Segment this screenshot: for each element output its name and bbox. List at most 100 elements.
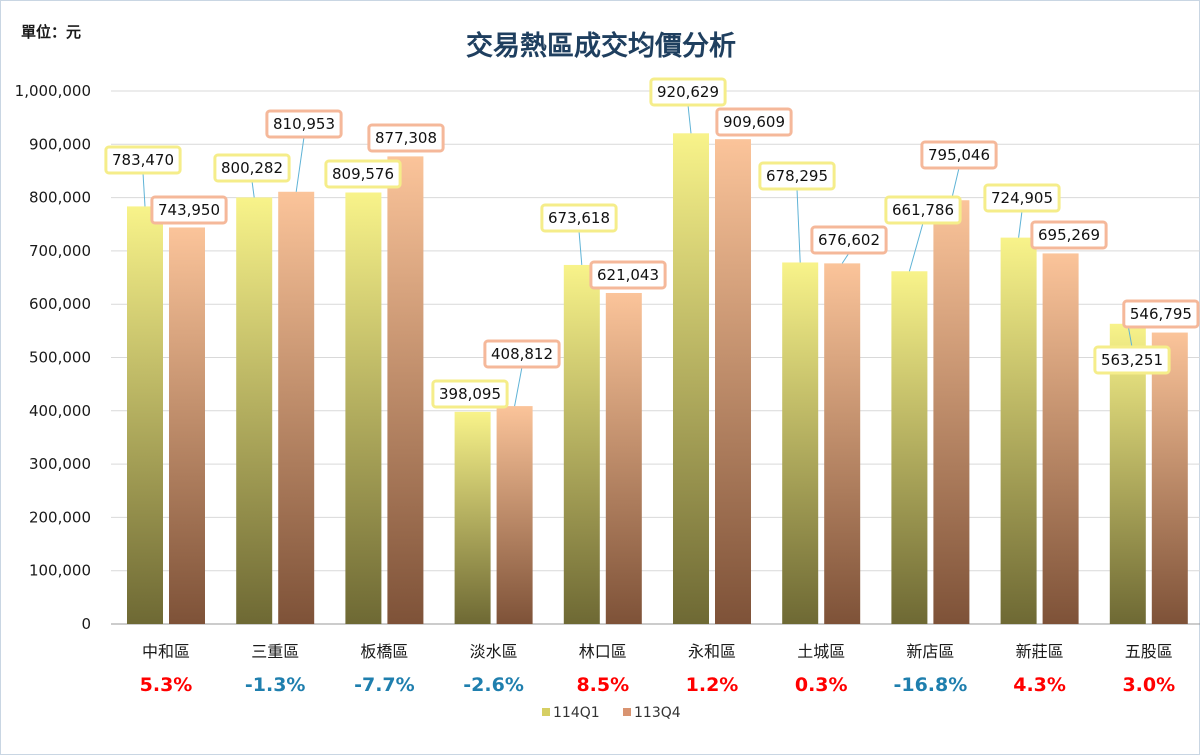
data-label-box xyxy=(431,379,509,409)
data-label: 676,602 xyxy=(818,231,880,249)
x-tick-label: 新店區 xyxy=(906,642,954,661)
y-axis: 0 100,000 200,000 300,000 400,000 500,000 600,… xyxy=(15,82,91,633)
data-label-box xyxy=(104,145,182,175)
data-label-box xyxy=(1122,299,1200,329)
data-label: 783,470 xyxy=(112,151,174,169)
x-tick-label: 淡水區 xyxy=(470,642,518,661)
y-tick-label: 900,000 xyxy=(29,135,91,153)
leader-line xyxy=(796,188,801,263)
change-percent: -7.7% xyxy=(354,674,415,696)
leader-line xyxy=(908,222,924,272)
data-label-box xyxy=(265,109,343,139)
y-tick-label: 500,000 xyxy=(29,349,91,367)
x-tick-label: 永和區 xyxy=(688,642,736,661)
data-label-box xyxy=(483,339,561,369)
bar-113q4 xyxy=(278,191,315,624)
y-tick-label: 600,000 xyxy=(29,295,91,313)
data-label: 920,629 xyxy=(657,83,719,101)
leader-line xyxy=(950,167,960,201)
bar-113q4 xyxy=(824,263,861,624)
bar-113q4 xyxy=(387,156,424,624)
data-label: 809,576 xyxy=(332,165,394,183)
leader-line xyxy=(687,104,692,134)
x-tick-label: 中和區 xyxy=(142,642,190,661)
data-label-box xyxy=(983,183,1061,213)
x-tick-label: 土城區 xyxy=(797,642,845,661)
bar-114q1 xyxy=(673,133,709,624)
bar-114q1 xyxy=(1000,237,1037,624)
x-tick-label: 新莊區 xyxy=(1016,642,1064,661)
data-label: 546,795 xyxy=(1130,305,1192,323)
data-label-box xyxy=(758,161,836,191)
data-label: 678,295 xyxy=(766,167,828,185)
change-percent: 3.0% xyxy=(1122,674,1175,696)
bar-114q1 xyxy=(454,411,491,624)
data-label-box xyxy=(367,123,445,153)
data-label: 621,043 xyxy=(597,266,659,284)
change-percent: 0.3% xyxy=(795,674,848,696)
legend-swatch-114q1 xyxy=(542,708,550,716)
data-label: 743,950 xyxy=(158,201,220,219)
legend-swatch-113q4 xyxy=(623,708,631,716)
data-label: 800,282 xyxy=(221,159,283,177)
leader-line xyxy=(578,230,583,266)
bar-113q4 xyxy=(169,227,205,624)
x-tick-label: 板橋區 xyxy=(360,642,408,661)
change-percent: 5.3% xyxy=(140,674,193,696)
change-percent: -16.8% xyxy=(893,674,967,696)
y-tick-label: 1,000,000 xyxy=(15,82,91,100)
bar-114q1 xyxy=(563,264,600,624)
change-percent: 4.3% xyxy=(1013,674,1066,696)
x-axis: 中和區 5.3% 三重區 -1.3% 板橋區 -7.7% 淡水區 -2.6% 林口區 8.5% 永和… xyxy=(140,642,1176,696)
legend-label-113q4: 113Q4 xyxy=(634,705,681,721)
data-label: 661,786 xyxy=(892,201,954,219)
bar-114q1 xyxy=(782,262,819,624)
data-label-box xyxy=(649,77,727,107)
data-label: 398,095 xyxy=(439,385,501,403)
data-label-box xyxy=(150,195,228,225)
leader-lines xyxy=(142,104,1133,407)
bar-114q1 xyxy=(127,206,163,624)
data-label: 877,308 xyxy=(375,129,437,147)
data-label: 724,905 xyxy=(991,189,1053,207)
data-label: 795,046 xyxy=(928,146,990,164)
data-label: 408,812 xyxy=(491,345,553,363)
y-tick-label: 300,000 xyxy=(29,455,91,473)
data-label: 563,251 xyxy=(1101,351,1163,369)
data-label-box xyxy=(213,153,291,183)
y-tick-label: 200,000 xyxy=(29,508,91,526)
bars xyxy=(127,133,1188,625)
change-percent: -1.3% xyxy=(245,674,306,696)
bar-113q4 xyxy=(605,292,642,624)
leader-line xyxy=(251,180,255,198)
leader-line xyxy=(295,136,305,192)
bar-114q1 xyxy=(891,271,928,624)
data-label: 810,953 xyxy=(273,115,335,133)
bar-113q4 xyxy=(933,200,970,624)
data-label-box xyxy=(1030,220,1108,250)
x-tick-label: 林口區 xyxy=(579,642,627,661)
y-tick-label: 0 xyxy=(81,615,91,633)
x-tick-label: 三重區 xyxy=(251,642,299,661)
x-tick-label: 五股區 xyxy=(1125,642,1173,661)
unit-label: 單位：元 xyxy=(21,23,81,41)
bar-113q4 xyxy=(1151,332,1188,624)
legend-label-114q1: 114Q1 xyxy=(553,705,600,721)
change-percent: -2.6% xyxy=(463,674,524,696)
data-label: 695,269 xyxy=(1038,226,1100,244)
bar-113q4 xyxy=(1042,253,1079,624)
data-label-box xyxy=(715,107,793,137)
leader-line xyxy=(841,252,850,264)
data-labels: 783,470 743,950 800,282 810,953 809,576 877,3… xyxy=(104,77,1200,409)
data-label-box xyxy=(1093,345,1171,375)
data-label-box xyxy=(810,225,888,255)
y-tick-label: 400,000 xyxy=(29,402,91,420)
data-label: 909,609 xyxy=(723,113,785,131)
y-tick-label: 800,000 xyxy=(29,189,91,207)
data-label-box xyxy=(589,260,667,290)
bar-114q1 xyxy=(236,197,273,624)
y-tick-label: 700,000 xyxy=(29,242,91,260)
leader-line xyxy=(142,172,146,207)
